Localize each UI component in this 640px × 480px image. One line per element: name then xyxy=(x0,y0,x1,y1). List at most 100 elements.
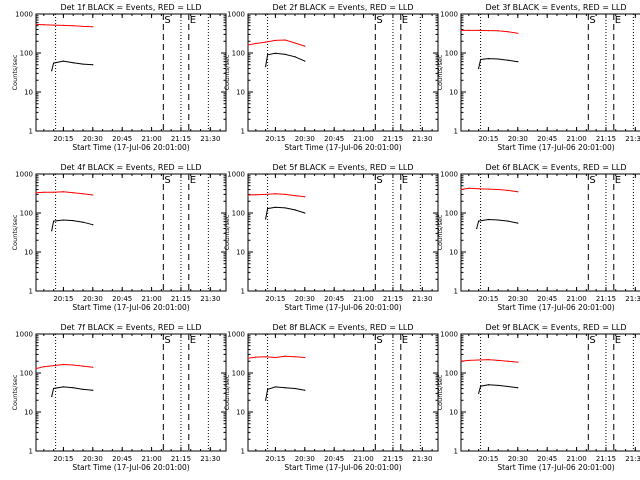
x-tick-label: 20:15 xyxy=(478,295,498,303)
series-events-point xyxy=(92,64,94,66)
y-tick-label: 10 xyxy=(449,89,458,97)
y-tick-label: 100 xyxy=(20,210,33,218)
series-lld-point xyxy=(478,29,480,31)
series-lld-point xyxy=(487,30,490,32)
series-events-point xyxy=(82,221,84,223)
series-lld-point xyxy=(265,193,267,195)
chart-title: Det 9f BLACK = Events, RED = LLD xyxy=(485,323,626,332)
series-events-point xyxy=(53,62,55,64)
series-lld-point xyxy=(247,44,249,46)
y-axis-label: Counts/sec xyxy=(223,374,231,410)
chart-panel-8: Det 8f BLACK = Events, RED = LLD S E 1 10 100… xyxy=(223,323,439,472)
series-events-point xyxy=(274,52,277,54)
series-lld-point xyxy=(53,364,55,367)
series-lld-point xyxy=(43,24,45,26)
series-lld-point xyxy=(255,194,257,196)
x-tick-label: 20:15 xyxy=(478,135,498,143)
series-lld-point xyxy=(274,356,277,359)
series-events-point xyxy=(92,224,94,226)
series-events-point xyxy=(304,212,306,214)
series-lld-point xyxy=(265,41,267,43)
x-tick-label: 21:00 xyxy=(141,295,161,303)
x-tick-label: 21:30 xyxy=(412,455,432,463)
chart-panel-3: Det 3f BLACK = Events, RED = LLD S E 1 10 100… xyxy=(436,3,640,152)
y-tick-label: 100 xyxy=(20,370,33,378)
x-tick-label: 20:30 xyxy=(83,295,103,303)
chart-title: Det 6f BLACK = Events, RED = LLD xyxy=(485,163,626,172)
plot-frame xyxy=(460,13,640,132)
y-tick-label: 1000 xyxy=(15,331,33,339)
y-tick-label: 100 xyxy=(445,370,458,378)
start-marker: S xyxy=(164,335,170,346)
series-events-point xyxy=(507,385,509,388)
series-lld-point xyxy=(43,191,45,193)
y-tick-label: 10 xyxy=(236,89,245,97)
x-tick-label: 21:30 xyxy=(625,455,640,463)
x-axis-label: Start Time (17-Jul-06 20:01:00) xyxy=(284,303,401,312)
x-tick-label: 20:15 xyxy=(53,295,73,303)
series-lld-point xyxy=(284,355,286,357)
chart-title: Det 3f BLACK = Events, RED = LLD xyxy=(485,3,626,12)
y-tick-label: 10 xyxy=(236,249,245,257)
series-events-point xyxy=(51,230,53,232)
series-events-point xyxy=(517,387,519,389)
series-lld-point xyxy=(460,188,462,191)
x-tick-label: 21:00 xyxy=(566,455,586,463)
series-lld-point xyxy=(274,193,277,195)
chart-title: Det 7f BLACK = Events, RED = LLD xyxy=(60,323,201,332)
x-tick-label: 20:15 xyxy=(265,455,285,463)
series-lld-point xyxy=(304,356,306,359)
series-events-point xyxy=(497,58,499,60)
y-tick-label: 100 xyxy=(232,210,245,218)
series-lld-point xyxy=(460,360,462,362)
y-axis-label: Counts/sec xyxy=(223,214,231,250)
x-tick-label: 20:30 xyxy=(295,135,315,143)
x-tick-label: 21:30 xyxy=(200,135,220,143)
series-lld-point xyxy=(92,366,94,368)
x-tick-label: 21:15 xyxy=(171,455,191,463)
x-axis-label: Start Time (17-Jul-06 20:01:00) xyxy=(497,143,614,152)
series-lld-point xyxy=(82,365,84,367)
plot-frame xyxy=(247,173,439,292)
series-events-point xyxy=(62,386,65,388)
series-events-line xyxy=(51,60,93,71)
series-events-point xyxy=(487,384,490,386)
end-marker: E xyxy=(190,335,196,346)
y-axis-label: Counts/sec xyxy=(11,214,19,250)
start-marker: S xyxy=(164,15,170,26)
chart-title: Det 5f BLACK = Events, RED = LLD xyxy=(272,163,413,172)
series-lld-point xyxy=(247,357,249,359)
series-lld-line xyxy=(460,187,518,193)
x-axis-label: Start Time (17-Jul-06 20:01:00) xyxy=(284,463,401,472)
series-lld-line xyxy=(460,359,518,363)
series-lld-line xyxy=(35,191,93,196)
series-events-point xyxy=(82,388,84,390)
start-marker: S xyxy=(376,15,382,26)
y-tick-label: 10 xyxy=(236,409,245,417)
y-tick-label: 1 xyxy=(241,128,245,136)
series-lld-point xyxy=(517,32,519,34)
x-tick-label: 21:30 xyxy=(412,295,432,303)
x-tick-label: 21:30 xyxy=(625,135,640,143)
x-tick-label: 20:30 xyxy=(295,455,315,463)
series-events-point xyxy=(497,219,499,221)
series-lld-point xyxy=(497,30,499,32)
x-tick-label: 20:45 xyxy=(324,295,344,303)
y-tick-label: 10 xyxy=(449,249,458,257)
x-tick-label: 21:30 xyxy=(200,295,220,303)
x-tick-label: 21:00 xyxy=(566,295,586,303)
x-axis-label: Start Time (17-Jul-06 20:01:00) xyxy=(72,303,189,312)
series-lld-line xyxy=(247,193,305,198)
end-marker: E xyxy=(190,175,196,186)
x-tick-label: 20:30 xyxy=(508,135,528,143)
x-tick-label: 21:15 xyxy=(171,295,191,303)
series-lld-point xyxy=(92,26,94,28)
series-lld-point xyxy=(72,25,74,27)
start-marker: S xyxy=(376,175,382,186)
series-lld-point xyxy=(43,366,45,368)
series-lld-point xyxy=(294,42,296,44)
x-tick-label: 20:30 xyxy=(295,295,315,303)
series-events-point xyxy=(487,57,490,60)
series-lld-point xyxy=(284,39,286,41)
x-tick-label: 21:00 xyxy=(141,455,161,463)
